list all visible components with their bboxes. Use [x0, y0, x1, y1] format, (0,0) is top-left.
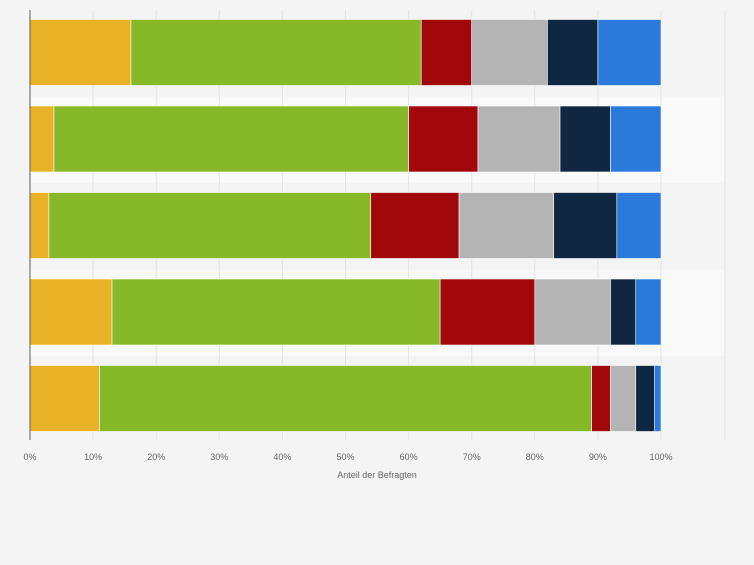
bar-segment-r1-s4: [471, 19, 548, 86]
x-tick-label: 10%: [84, 452, 102, 462]
bar-segment-r4-s5: [610, 278, 637, 346]
x-tick-label: 50%: [336, 452, 354, 462]
bar-segment-r5-s5: [635, 365, 655, 432]
bar-segment-r4-s6: [635, 278, 662, 346]
bar-segment-r4-s1: [29, 278, 113, 346]
bar-segment-r1-s3: [420, 19, 473, 86]
bar-segment-r2-s2: [53, 105, 409, 173]
bar-segment-r3-s4: [458, 192, 555, 259]
bar-segment-r4-s4: [534, 278, 611, 346]
bar-segment-r3-s3: [370, 192, 460, 259]
bar-segment-r2-s4: [477, 105, 561, 173]
bars: [29, 19, 662, 432]
bar-segment-r2-s5: [559, 105, 611, 173]
bar-segment-r5-s2: [99, 365, 592, 432]
bar-segment-r1-s2: [130, 19, 422, 86]
bar-segment-r2-s6: [610, 105, 662, 173]
bar-segment-r4-s3: [439, 278, 536, 346]
x-tick-label: 100%: [649, 452, 672, 462]
bar-segment-r5-s4: [610, 365, 637, 432]
bar-segment-r1-s6: [597, 19, 662, 86]
x-tick-label: 30%: [210, 452, 228, 462]
bar-segment-r5-s3: [591, 365, 611, 432]
bar-segment-r5-s1: [29, 365, 100, 432]
bar-segment-r2-s3: [408, 105, 479, 173]
x-tick-label: 70%: [463, 452, 481, 462]
bar-segment-r3-s1: [29, 192, 50, 259]
x-tick-label: 20%: [147, 452, 165, 462]
bar-segment-r3-s5: [553, 192, 618, 259]
x-axis-label: Anteil der Befragten: [337, 470, 417, 480]
bar-segment-r3-s2: [48, 192, 372, 259]
bar-segment-r1-s1: [29, 19, 132, 86]
bar-segment-r5-s6: [654, 365, 662, 432]
x-tick-label: 80%: [526, 452, 544, 462]
x-tick-label: 40%: [273, 452, 291, 462]
x-tick-label: 0%: [23, 452, 36, 462]
x-tick-label: 60%: [400, 452, 418, 462]
bar-segment-r3-s6: [616, 192, 662, 259]
bar-segment-r4-s2: [111, 278, 441, 346]
bar-segment-r1-s5: [547, 19, 599, 86]
x-tick-label: 90%: [589, 452, 607, 462]
x-tick-labels: 0% 10% 20% 30% 40% 50% 60% 70% 80% 90% 100%: [23, 452, 672, 462]
bar-segment-r2-s1: [29, 105, 55, 173]
